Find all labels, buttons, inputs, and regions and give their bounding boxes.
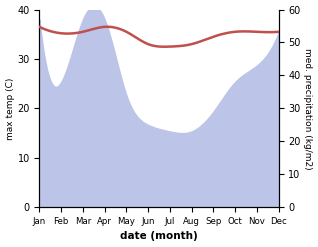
X-axis label: date (month): date (month) [120, 231, 198, 242]
Y-axis label: max temp (C): max temp (C) [5, 77, 15, 140]
Y-axis label: med. precipitation (kg/m2): med. precipitation (kg/m2) [303, 48, 313, 169]
